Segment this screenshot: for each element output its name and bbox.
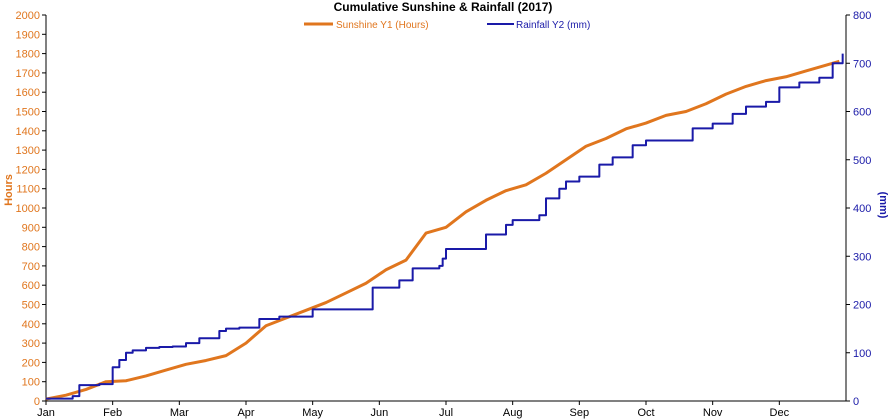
y1-tick-label: 0 <box>34 396 40 408</box>
x-tick-label-sep: Sep <box>570 407 590 419</box>
x-tick-label-jan: Jan <box>37 407 55 419</box>
y1-tick-label: 1900 <box>16 29 40 41</box>
x-tick-label-nov: Nov <box>703 407 723 419</box>
x-ticks: Jan Feb Mar Apr May Jun Jul Aug Sep Oct Nov Dec <box>37 401 790 419</box>
legend: Sunshine Y1 (Hours) Rainfall Y2 (mm) <box>304 20 590 31</box>
y2-tick-label: 700 <box>853 58 871 70</box>
y2-tick-label: 300 <box>853 251 871 263</box>
y1-tick-label: 1600 <box>16 87 40 99</box>
x-tick-label-apr: Apr <box>237 407 254 419</box>
y1-tick-label: 700 <box>22 261 40 273</box>
legend-label-rainfall: Rainfall Y2 (mm) <box>516 20 590 31</box>
x-tick-label-mar: Mar <box>170 407 189 419</box>
y1-tick-label: 300 <box>22 338 40 350</box>
chart-title: Cumulative Sunshine & Rainfall (2017) <box>334 0 553 14</box>
y2-ticks: 0 100 200 300 400 500 600 700 800 <box>846 10 871 408</box>
x-tick-label-dec: Dec <box>770 407 790 419</box>
y1-tick-label: 100 <box>22 377 40 389</box>
x-tick-label-aug: Aug <box>503 407 523 419</box>
y1-tick-label: 500 <box>22 300 40 312</box>
x-tick-label-feb: Feb <box>103 407 122 419</box>
y1-tick-label: 1100 <box>16 184 40 196</box>
x-tick-label-may: May <box>302 407 323 419</box>
y1-tick-label: 200 <box>22 357 40 369</box>
y1-ticks: 0 100 200 300 400 500 600 700 800 900 1000 1100 1200… <box>16 10 46 408</box>
y1-tick-label: 800 <box>22 242 40 254</box>
x-tick-label-jul: Jul <box>439 407 453 419</box>
series-line-sunshine <box>45 59 840 401</box>
y2-axis-label: (mm) <box>877 192 889 219</box>
y1-tick-label: 600 <box>22 280 40 292</box>
legend-label-sunshine: Sunshine Y1 (Hours) <box>336 20 429 31</box>
x-tick-label-jun: Jun <box>370 407 388 419</box>
y1-tick-label: 1200 <box>16 164 40 176</box>
y1-tick-label: 1800 <box>16 49 40 61</box>
y1-tick-label: 900 <box>22 222 40 234</box>
y2-tick-label: 200 <box>853 300 871 312</box>
x-tick-label-oct: Oct <box>637 407 654 419</box>
y1-tick-label: 1500 <box>16 107 40 119</box>
series-line-rainfall <box>46 53 844 400</box>
y1-tick-label: 1700 <box>16 68 40 80</box>
y1-tick-label: 1300 <box>16 145 40 157</box>
y2-tick-label: 0 <box>853 396 859 408</box>
y2-tick-label: 400 <box>853 203 871 215</box>
y1-axis-label: Hours <box>3 174 15 206</box>
y2-tick-label: 500 <box>853 155 871 167</box>
y1-tick-label: 400 <box>22 319 40 331</box>
y1-tick-label: 2000 <box>16 10 40 22</box>
y2-tick-label: 100 <box>853 348 871 360</box>
y2-tick-label: 600 <box>853 107 871 119</box>
y1-tick-label: 1400 <box>16 126 40 138</box>
y1-tick-label: 1000 <box>16 203 40 215</box>
y2-tick-label: 800 <box>853 10 871 22</box>
series-layer <box>45 53 844 401</box>
